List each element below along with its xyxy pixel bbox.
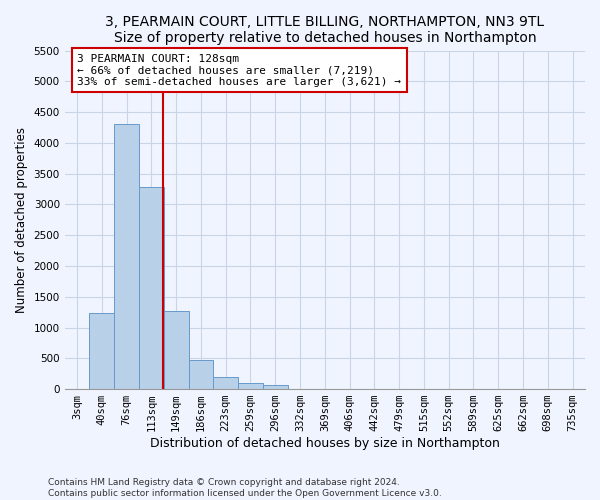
Bar [188,360,214,389]
Title: 3, PEARMAIN COURT, LITTLE BILLING, NORTHAMPTON, NN3 9TL
Size of property relativ: 3, PEARMAIN COURT, LITTLE BILLING, NORTH… [105,15,544,45]
Bar [164,311,188,389]
Bar [238,383,263,389]
Y-axis label: Number of detached properties: Number of detached properties [15,127,28,313]
Text: Contains HM Land Registry data © Crown copyright and database right 2024.
Contai: Contains HM Land Registry data © Crown c… [48,478,442,498]
Bar [263,386,287,389]
Bar [139,187,164,389]
Bar [114,124,139,389]
Bar [214,377,238,389]
X-axis label: Distribution of detached houses by size in Northampton: Distribution of detached houses by size … [150,437,500,450]
Text: 3 PEARMAIN COURT: 128sqm
← 66% of detached houses are smaller (7,219)
33% of sem: 3 PEARMAIN COURT: 128sqm ← 66% of detach… [77,54,401,87]
Bar [89,314,114,389]
